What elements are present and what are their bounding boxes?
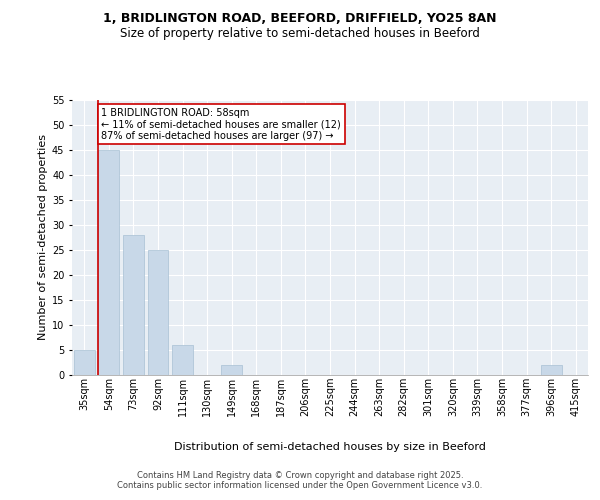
- Bar: [98, 150, 119, 375]
- Bar: [541, 365, 562, 375]
- Bar: [172, 345, 193, 375]
- Bar: [74, 350, 95, 375]
- Text: Size of property relative to semi-detached houses in Beeford: Size of property relative to semi-detach…: [120, 28, 480, 40]
- Text: 1, BRIDLINGTON ROAD, BEEFORD, DRIFFIELD, YO25 8AN: 1, BRIDLINGTON ROAD, BEEFORD, DRIFFIELD,…: [103, 12, 497, 26]
- Bar: [123, 235, 144, 375]
- Text: 1 BRIDLINGTON ROAD: 58sqm
← 11% of semi-detached houses are smaller (12)
87% of : 1 BRIDLINGTON ROAD: 58sqm ← 11% of semi-…: [101, 108, 341, 140]
- Text: Contains HM Land Registry data © Crown copyright and database right 2025.
Contai: Contains HM Land Registry data © Crown c…: [118, 470, 482, 490]
- Y-axis label: Number of semi-detached properties: Number of semi-detached properties: [38, 134, 47, 340]
- Text: Distribution of semi-detached houses by size in Beeford: Distribution of semi-detached houses by …: [174, 442, 486, 452]
- Bar: [221, 365, 242, 375]
- Bar: [148, 250, 169, 375]
